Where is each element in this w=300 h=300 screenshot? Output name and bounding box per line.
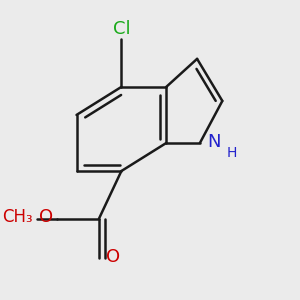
Text: O: O	[106, 248, 120, 266]
Text: N: N	[207, 133, 220, 151]
Text: H: H	[226, 146, 237, 160]
Text: CH₃: CH₃	[2, 208, 33, 226]
Text: Cl: Cl	[112, 20, 130, 38]
Text: O: O	[39, 208, 53, 226]
